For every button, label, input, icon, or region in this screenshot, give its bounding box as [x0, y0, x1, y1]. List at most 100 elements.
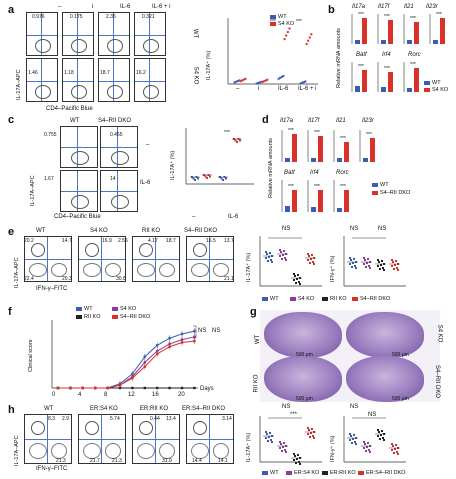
data-point — [383, 269, 385, 271]
facs-ylabel-a: IL-17A–APC — [16, 69, 22, 100]
panel-letter-d: d — [262, 114, 269, 126]
data-point — [368, 449, 370, 451]
data-point — [193, 386, 196, 390]
data-point — [307, 39, 310, 42]
legend-f: S4 KO — [112, 306, 136, 312]
bars-d-bottom: *** *** *** — [281, 180, 349, 212]
data-point — [197, 177, 199, 180]
legend-e: RII KO — [322, 296, 347, 302]
histology-label: WT — [255, 334, 262, 345]
data-point — [268, 436, 270, 438]
quadrant-value: 14.7 — [62, 238, 72, 244]
data-point — [266, 433, 268, 435]
data-point — [377, 429, 379, 431]
sig-label: *** — [410, 16, 416, 22]
data-point — [225, 177, 227, 180]
data-point — [284, 257, 286, 259]
line-chart-f — [51, 320, 198, 390]
data-point — [396, 267, 398, 269]
data-point — [310, 33, 313, 36]
bar — [414, 68, 419, 92]
data-point — [354, 441, 356, 443]
data-point — [377, 259, 379, 261]
quadrant-value: 1.18 — [64, 70, 74, 76]
data-point — [263, 80, 266, 83]
data-point — [156, 386, 159, 390]
bars-b-top: *** *** *** *** — [351, 12, 445, 44]
quadrant-value: 30.8 — [116, 276, 126, 282]
facs-ylabel-c: IL-17A–APC — [30, 175, 36, 206]
svg-text:***: *** — [224, 130, 230, 136]
data-point — [391, 449, 393, 451]
quadrant-value: 13.7 — [224, 238, 234, 244]
data-point — [239, 80, 242, 83]
ns-label: NS — [368, 412, 377, 418]
sig-label: *** — [340, 184, 346, 190]
data-point — [349, 257, 351, 259]
data-point — [364, 443, 366, 445]
data-point — [220, 177, 223, 180]
data-point — [364, 259, 366, 261]
legend-f: S4–RII DKO — [112, 314, 150, 320]
quadrant-value: 16.5 — [206, 238, 216, 244]
data-point — [279, 76, 282, 79]
data-point — [264, 79, 267, 82]
data-point — [282, 75, 285, 78]
bar — [362, 18, 367, 44]
col-header-e: S4 KO — [90, 228, 108, 234]
data-point — [299, 463, 301, 465]
data-point — [365, 266, 367, 268]
sig-label: *** — [314, 184, 320, 190]
bar — [381, 40, 386, 44]
quadrant-value: 18.7 — [100, 70, 110, 76]
data-point — [307, 433, 309, 435]
bars-d-top: *** *** *** *** — [281, 128, 375, 162]
col-header-h: WT — [44, 406, 54, 412]
bar — [355, 40, 360, 44]
facs-ylabel-h: IL-17A–APC — [14, 435, 20, 466]
xtick: 12 — [128, 392, 135, 398]
quadrant-value: 31.9 — [162, 458, 172, 464]
scale-bar: 500 μm — [392, 396, 409, 402]
facs-plot — [60, 170, 98, 212]
data-point — [281, 258, 283, 260]
col-header-h: ER:RII KO — [140, 406, 169, 412]
data-point — [295, 282, 297, 284]
data-point — [296, 278, 298, 280]
data-point — [270, 439, 272, 441]
data-point — [294, 275, 296, 277]
scale-bar: 500 μm — [296, 352, 313, 358]
svg-text:***: *** — [296, 19, 302, 25]
data-point — [392, 445, 394, 447]
sig-label: *** — [384, 14, 390, 20]
sig-label: *** — [288, 184, 294, 190]
gene-label: Il21 — [404, 4, 414, 10]
data-point — [277, 77, 280, 80]
facs-plot — [26, 58, 58, 102]
data-point — [305, 42, 308, 45]
quadrant-value: 0.976 — [32, 14, 45, 20]
row-label-s4ko-a: S4 KO — [192, 66, 199, 85]
facs-plot — [100, 170, 138, 212]
facs-plot — [26, 12, 58, 56]
data-point — [286, 31, 289, 34]
data-point — [261, 80, 264, 83]
quadrant-value: 0.755 — [44, 132, 57, 138]
data-point — [156, 344, 159, 347]
data-point — [244, 77, 247, 80]
chart-ylabel-e2: IFN-γ⁺ (%) — [330, 255, 336, 282]
col-header-h: ER:S4–RII DKO — [182, 406, 226, 412]
ns-label: NS — [198, 328, 207, 334]
quadrant-value: 0.455 — [110, 132, 123, 138]
data-point — [236, 141, 238, 143]
facs-plot — [78, 414, 126, 464]
data-point — [351, 442, 353, 444]
panel-letter-h: h — [8, 404, 15, 416]
row-label-c: IL-6 — [140, 180, 151, 186]
quadrant-value: 14 — [110, 176, 116, 182]
scale-bar: 500 μm — [296, 396, 313, 402]
data-point — [258, 81, 261, 84]
bar — [292, 190, 297, 212]
data-point — [349, 263, 351, 265]
legend-label: WT — [278, 14, 287, 20]
